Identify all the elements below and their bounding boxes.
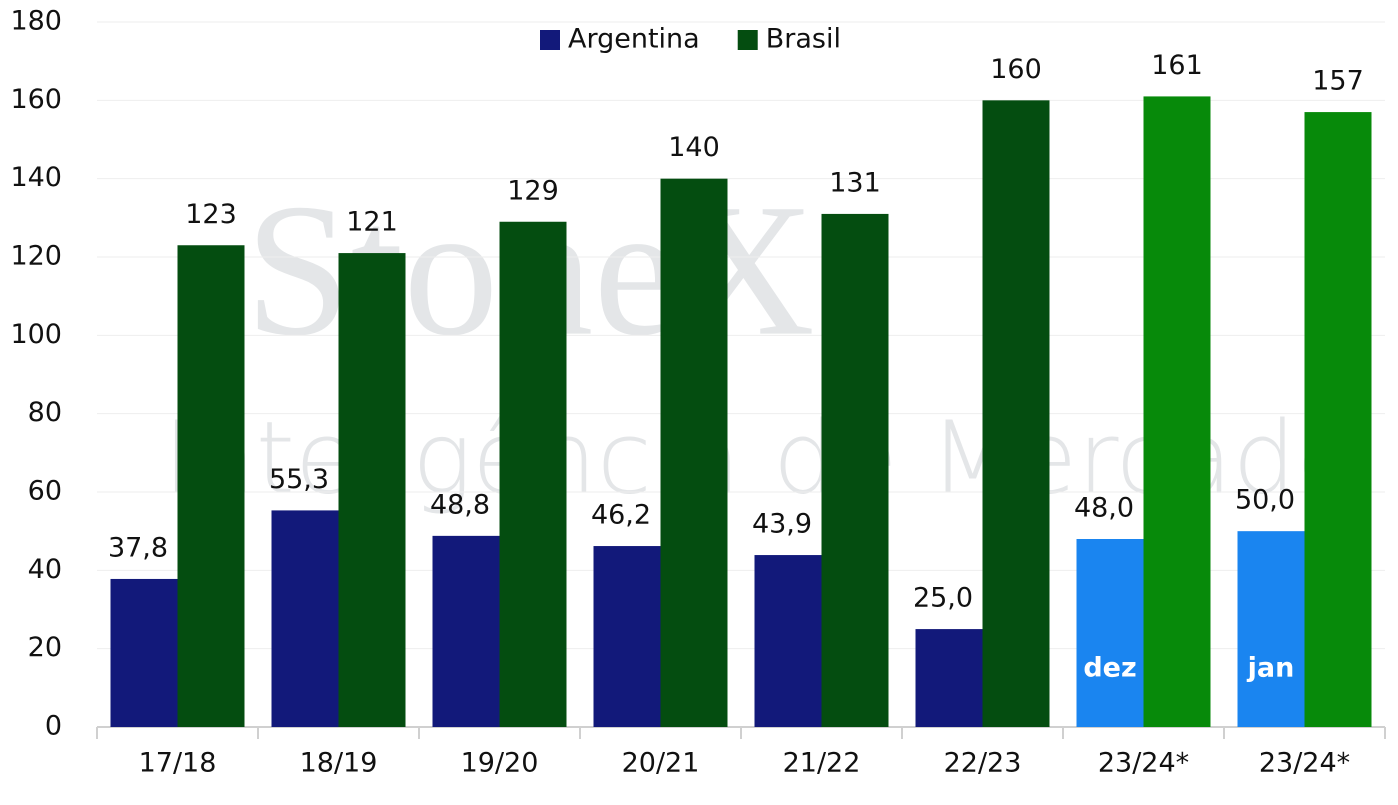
y-tick-label: 60 xyxy=(28,476,62,507)
x-tick-label: 19/20 xyxy=(461,748,539,779)
value-label: 46,2 xyxy=(591,500,651,531)
x-tick-label: 23/24* xyxy=(1098,748,1189,779)
x-tick-label: 21/22 xyxy=(783,748,861,779)
value-label: 50,0 xyxy=(1235,485,1295,516)
value-label: 43,9 xyxy=(752,509,812,540)
x-tick-label: 20/21 xyxy=(622,748,700,779)
bar xyxy=(660,178,728,727)
y-tick-label: 40 xyxy=(28,554,62,585)
value-label: 48,0 xyxy=(1074,493,1134,524)
y-tick-label: 180 xyxy=(10,6,62,37)
bar xyxy=(821,213,889,727)
bar xyxy=(499,221,567,727)
x-tick-label: 22/23 xyxy=(944,748,1022,779)
bar xyxy=(1304,112,1372,728)
value-label: 55,3 xyxy=(269,464,329,495)
x-tick-label: 23/24* xyxy=(1259,748,1350,779)
value-label: 160 xyxy=(990,54,1042,85)
bar xyxy=(271,510,339,727)
value-label: 123 xyxy=(185,199,237,230)
bar-annotation: dez xyxy=(1083,653,1136,684)
x-tick-label: 17/18 xyxy=(139,748,217,779)
legend-swatch xyxy=(737,30,758,50)
bar xyxy=(338,253,406,728)
bar xyxy=(915,629,983,727)
bar xyxy=(593,546,661,727)
legend-swatch xyxy=(540,30,560,50)
value-label: 157 xyxy=(1312,66,1364,97)
bar xyxy=(432,535,500,727)
legend-label: Argentina xyxy=(568,24,700,55)
value-label: 161 xyxy=(1151,50,1203,81)
bar xyxy=(1237,531,1305,727)
value-label: 25,0 xyxy=(913,583,973,614)
y-tick-label: 20 xyxy=(28,632,62,663)
legend-label: Brasil xyxy=(766,24,841,55)
value-label: 140 xyxy=(668,132,720,163)
bar xyxy=(177,245,245,727)
y-tick-label: 160 xyxy=(10,84,62,115)
bar xyxy=(110,578,178,727)
y-tick-label: 0 xyxy=(45,711,62,742)
y-tick-label: 140 xyxy=(10,162,62,193)
value-label: 129 xyxy=(507,175,559,206)
x-tick-label: 18/19 xyxy=(300,748,378,779)
y-tick-label: 80 xyxy=(28,397,62,428)
value-label: 131 xyxy=(829,167,881,198)
y-tick-label: 120 xyxy=(10,241,62,272)
value-label: 121 xyxy=(346,207,398,238)
bar-annotation: jan xyxy=(1247,653,1295,684)
bar xyxy=(754,555,822,727)
bar xyxy=(982,100,1050,728)
value-label: 48,8 xyxy=(430,489,490,520)
bar xyxy=(1076,539,1144,727)
value-label: 37,8 xyxy=(108,532,168,563)
bar xyxy=(1143,96,1211,727)
y-tick-label: 100 xyxy=(10,319,62,350)
